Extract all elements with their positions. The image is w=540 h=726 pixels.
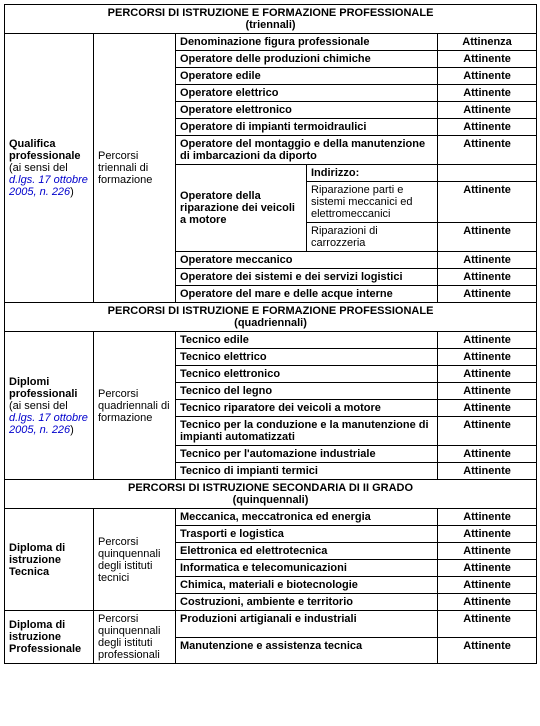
section1-left1b-before: (ai sensi del — [9, 162, 68, 174]
table-row: Operatore meccanico — [176, 252, 438, 269]
table-row: Operatore del mare e delle acque interne — [176, 286, 438, 303]
section2-title2: (quadriennali) — [234, 317, 307, 329]
section1-left1a: Qualifica professionale — [9, 138, 81, 162]
section3-block1-left1: Diploma di istruzione Tecnica — [5, 509, 94, 611]
table-row: Tecnico elettronico — [176, 366, 438, 383]
main-table: PERCORSI DI ISTRUZIONE E FORMAZIONE PROF… — [4, 4, 537, 664]
section2-diplomi-cell: Diplomi professionali (ai sensi del d.lg… — [5, 332, 94, 480]
nested-subheader: Indirizzo: — [307, 165, 438, 182]
table-row: Operatore dei sistemi e dei servizi logi… — [176, 269, 438, 286]
table-row-value: Attinente — [438, 85, 537, 102]
table-row-value: Attinente — [438, 119, 537, 136]
section3-title2: (quinquennali) — [233, 494, 309, 506]
nested-empty — [438, 165, 537, 182]
table-row-value: Attinente — [438, 269, 537, 286]
table-row-value: Attinente — [438, 509, 537, 526]
table-row-value: Attinente — [438, 400, 537, 417]
table-row: Trasporti e logistica — [176, 526, 438, 543]
table-row: Operatore del montaggio e della manutenz… — [176, 136, 438, 165]
table-row: Tecnico di impianti termici — [176, 463, 438, 480]
section3-header: PERCORSI DI ISTRUZIONE SECONDARIA DI II … — [5, 480, 537, 509]
section1-header: PERCORSI DI ISTRUZIONE E FORMAZIONE PROF… — [5, 5, 537, 34]
table-row: Informatica e telecomunicazioni — [176, 560, 438, 577]
section1-title2: (triennali) — [245, 19, 295, 31]
section2-title1: PERCORSI DI ISTRUZIONE E FORMAZIONE PROF… — [108, 305, 434, 317]
table-row-value: Attinente — [438, 560, 537, 577]
table-row-value: Attinente — [438, 68, 537, 85]
table-row-value: Attinente — [438, 611, 537, 638]
table-row-value: Attinente — [438, 463, 537, 480]
table-row-value: Attinente — [438, 366, 537, 383]
table-row: Tecnico edile — [176, 332, 438, 349]
section2-percorsi-cell: Percorsi quadriennali di formazione — [94, 332, 176, 480]
section1-col-value: Attinenza — [438, 34, 537, 51]
table-row: Elettronica ed elettrotecnica — [176, 543, 438, 560]
table-row-value: Attinente — [438, 594, 537, 611]
nested-left: Operatore della riparazione dei veicoli … — [176, 165, 307, 252]
table-row: Operatore elettronico — [176, 102, 438, 119]
table-row-value: Attinente — [438, 252, 537, 269]
table-row: Tecnico riparatore dei veicoli a motore — [176, 400, 438, 417]
section3-block2-left1: Diploma di istruzione Professionale — [5, 611, 94, 664]
section2-header: PERCORSI DI ISTRUZIONE E FORMAZIONE PROF… — [5, 303, 537, 332]
table-row-value: Attinente — [438, 637, 537, 664]
section2-left1b-before: (ai sensi del — [9, 400, 68, 412]
nested-row-value: Attinente — [438, 182, 537, 223]
table-row: Tecnico per la conduzione e la manutenzi… — [176, 417, 438, 446]
table-row-value: Attinente — [438, 543, 537, 560]
section3-title1: PERCORSI DI ISTRUZIONE SECONDARIA DI II … — [128, 482, 413, 494]
section2-law-link: d.lgs. 17 ottobre 2005, n. 226 — [9, 412, 88, 436]
table-row: Operatore di impianti termoidraulici — [176, 119, 438, 136]
section1-qualifica-cell: Qualifica professionale (ai sensi del d.… — [5, 34, 94, 303]
table-row-value: Attinente — [438, 286, 537, 303]
table-row-value: Attinente — [438, 51, 537, 68]
table-row: Meccanica, meccatronica ed energia — [176, 509, 438, 526]
table-row: Costruzioni, ambiente e territorio — [176, 594, 438, 611]
table-row: Chimica, materiali e biotecnologie — [176, 577, 438, 594]
table-row: Operatore elettrico — [176, 85, 438, 102]
section3-block1-left2: Percorsi quinquennali degli istituti tec… — [94, 509, 176, 611]
table-row-value: Attinente — [438, 332, 537, 349]
section2-left1b-after: ) — [70, 424, 74, 436]
table-row-value: Attinente — [438, 526, 537, 543]
nested-row: Riparazione parti e sistemi meccanici ed… — [307, 182, 438, 223]
table-row: Manutenzione e assistenza tecnica — [176, 637, 438, 664]
section1-percorsi-cell: Percorsi triennali di formazione — [94, 34, 176, 303]
table-row-value: Attinente — [438, 136, 537, 165]
table-row: Tecnico del legno — [176, 383, 438, 400]
table-row-value: Attinente — [438, 446, 537, 463]
table-row-value: Attinente — [438, 577, 537, 594]
table-row-value: Attinente — [438, 417, 537, 446]
table-row: Tecnico per l'automazione industriale — [176, 446, 438, 463]
section1-title1: PERCORSI DI ISTRUZIONE E FORMAZIONE PROF… — [108, 7, 434, 19]
section2-left1a: Diplomi professionali — [9, 376, 77, 400]
table-row: Operatore delle produzioni chimiche — [176, 51, 438, 68]
section1-col-label: Denominazione figura professionale — [176, 34, 438, 51]
nested-row-value: Attinente — [438, 223, 537, 252]
table-row-value: Attinente — [438, 383, 537, 400]
table-row-value: Attinente — [438, 349, 537, 366]
section1-law-link: d.lgs. 17 ottobre 2005, n. 226 — [9, 174, 88, 198]
table-row: Produzioni artigianali e industriali — [176, 611, 438, 638]
section3-block2-left2: Percorsi quinquennali degli istituti pro… — [94, 611, 176, 664]
table-row-value: Attinente — [438, 102, 537, 119]
nested-row: Riparazioni di carrozzeria — [307, 223, 438, 252]
section1-left1b-after: ) — [70, 186, 74, 198]
table-row: Operatore edile — [176, 68, 438, 85]
table-row: Tecnico elettrico — [176, 349, 438, 366]
